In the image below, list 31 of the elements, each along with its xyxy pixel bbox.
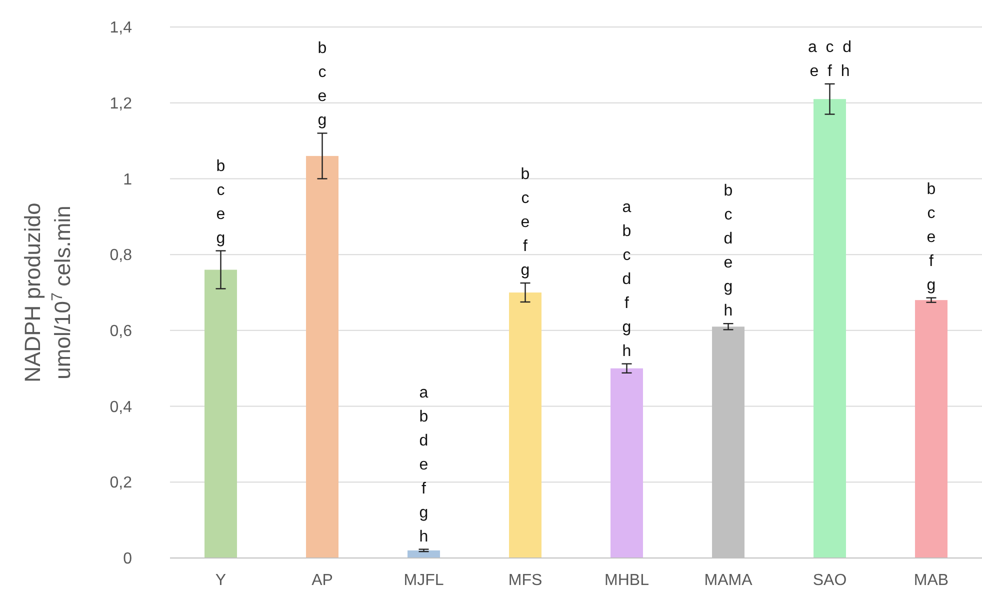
annotation: b c e f g (926, 180, 936, 294)
annotation: b c e g (216, 158, 226, 247)
annotation: b c d e g h (724, 182, 733, 320)
annotation: b c e g (318, 40, 327, 130)
x-tick-label: MAB (914, 572, 949, 589)
x-tick-label: MJFL (404, 572, 444, 589)
y-tick-label: 0,2 (110, 474, 132, 492)
bar (204, 270, 237, 558)
annotation: a b c d f g h (622, 198, 632, 360)
bar (306, 156, 338, 558)
annotation: a c d e f h (808, 38, 852, 80)
bar (509, 292, 542, 558)
x-tick-label: MAMA (704, 572, 753, 589)
y-tick-label: 0,6 (110, 323, 132, 340)
x-tick-label: MHBL (604, 572, 650, 589)
bar (408, 550, 440, 558)
y-tick-label: 1,4 (110, 20, 132, 37)
y-tick-label: 0,8 (110, 247, 132, 264)
x-tick-label: MFS (508, 572, 542, 589)
y-tick-label: 0 (123, 550, 132, 568)
bar (915, 300, 948, 558)
y-tick-label: 1,2 (110, 95, 132, 112)
y-tick-label: 0,4 (110, 398, 132, 416)
annotation: b c e f g (520, 166, 530, 280)
x-tick-label: AP (312, 572, 333, 589)
y-tick-label: 1 (123, 171, 132, 188)
annotation: a b d e f g h (419, 384, 428, 546)
bar (814, 99, 846, 558)
bar (610, 368, 643, 558)
x-tick-label: SAO (812, 572, 847, 589)
x-tick-label: Y (215, 572, 226, 589)
